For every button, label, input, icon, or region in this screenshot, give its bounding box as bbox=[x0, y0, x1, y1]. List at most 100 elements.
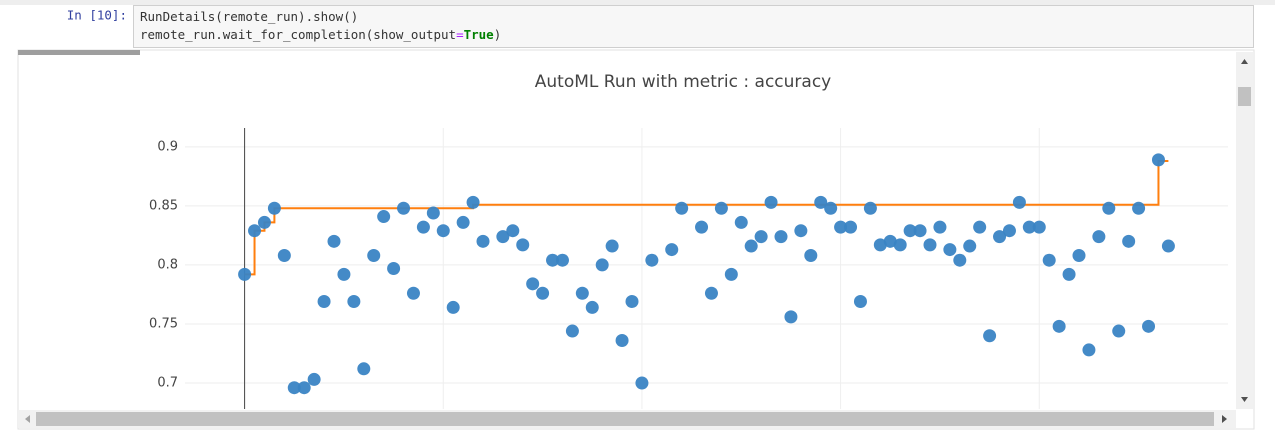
point bbox=[595, 258, 609, 272]
point bbox=[774, 230, 788, 244]
point bbox=[585, 300, 599, 314]
point bbox=[357, 362, 371, 376]
point bbox=[347, 295, 361, 309]
point bbox=[1112, 324, 1126, 338]
code-token: remote_run.wait_for_completion(show_outp… bbox=[140, 27, 456, 42]
point bbox=[1132, 201, 1146, 215]
point bbox=[724, 267, 738, 281]
point bbox=[426, 206, 440, 220]
point bbox=[873, 238, 887, 252]
point bbox=[476, 234, 490, 248]
point bbox=[645, 253, 659, 267]
point bbox=[555, 253, 569, 267]
point bbox=[824, 201, 838, 215]
point bbox=[1042, 253, 1056, 267]
point bbox=[844, 220, 858, 234]
scroll-up[interactable] bbox=[1241, 59, 1248, 64]
output-frame bbox=[17, 49, 1255, 430]
point bbox=[923, 238, 937, 252]
point bbox=[496, 230, 510, 244]
y-tick-label: 0.85 bbox=[149, 198, 178, 213]
point bbox=[863, 201, 877, 215]
point bbox=[456, 215, 470, 229]
point bbox=[625, 295, 639, 309]
point bbox=[834, 220, 848, 234]
point bbox=[714, 201, 728, 215]
point bbox=[1151, 153, 1165, 167]
point bbox=[267, 201, 281, 215]
scroll-down[interactable] bbox=[1241, 397, 1248, 402]
point bbox=[605, 239, 619, 253]
point bbox=[516, 238, 530, 252]
top-bar bbox=[0, 0, 1275, 5]
code-token: RunDetails(remote_run).show() bbox=[140, 9, 358, 24]
h-scroll-thumb[interactable] bbox=[36, 412, 1214, 426]
point bbox=[307, 372, 321, 386]
point bbox=[973, 220, 987, 234]
point bbox=[704, 286, 718, 300]
y-tick-label: 0.75 bbox=[149, 316, 178, 331]
point bbox=[883, 234, 897, 248]
point bbox=[287, 381, 301, 395]
point bbox=[257, 215, 271, 229]
point bbox=[1122, 234, 1136, 248]
point bbox=[297, 381, 311, 395]
v-scrollbar[interactable] bbox=[1236, 52, 1253, 409]
chart-title: AutoML Run with metric : accuracy bbox=[535, 72, 831, 92]
point bbox=[277, 248, 291, 262]
point bbox=[675, 201, 689, 215]
output-shadow bbox=[18, 50, 140, 55]
plot: AutoML Run with metric : accuracy 0.7 0.7… bbox=[149, 72, 1228, 409]
point bbox=[794, 224, 808, 238]
code-token: True bbox=[464, 27, 495, 42]
point bbox=[1092, 230, 1106, 244]
point bbox=[853, 295, 867, 309]
point bbox=[963, 239, 977, 253]
point bbox=[1102, 201, 1116, 215]
point bbox=[784, 310, 798, 324]
point bbox=[1032, 220, 1046, 234]
scroll-left[interactable] bbox=[25, 415, 30, 423]
scroll-right[interactable] bbox=[1222, 415, 1227, 423]
point bbox=[1012, 195, 1026, 209]
point bbox=[1062, 267, 1076, 281]
point bbox=[933, 220, 947, 234]
point bbox=[943, 243, 957, 257]
point bbox=[387, 261, 401, 275]
point bbox=[913, 224, 927, 238]
point bbox=[1022, 220, 1036, 234]
y-tick-label: 0.7 bbox=[157, 375, 178, 390]
point bbox=[893, 238, 907, 252]
v-scroll-thumb[interactable] bbox=[1238, 87, 1251, 106]
code-line: RunDetails(remote_run).show() bbox=[140, 9, 358, 24]
point bbox=[397, 201, 411, 215]
point bbox=[814, 195, 828, 209]
y-tick-label: 0.8 bbox=[157, 257, 178, 272]
point bbox=[327, 234, 341, 248]
point bbox=[903, 224, 917, 238]
point bbox=[367, 248, 381, 262]
point bbox=[565, 324, 579, 338]
point bbox=[1002, 224, 1016, 238]
point bbox=[317, 295, 331, 309]
point bbox=[764, 195, 778, 209]
code-box[interactable] bbox=[133, 5, 1254, 48]
point bbox=[238, 267, 252, 281]
point bbox=[546, 253, 560, 267]
cell-prompt: In [10]: bbox=[67, 8, 127, 23]
point bbox=[804, 248, 818, 262]
point bbox=[734, 215, 748, 229]
y-tick-label: 0.9 bbox=[157, 139, 178, 154]
point bbox=[953, 253, 967, 267]
point bbox=[248, 224, 262, 238]
code: RunDetails(remote_run).show() remote_run.… bbox=[140, 9, 501, 42]
point bbox=[635, 376, 649, 390]
point bbox=[466, 195, 480, 209]
point bbox=[506, 224, 520, 238]
point bbox=[406, 286, 420, 300]
point bbox=[526, 277, 540, 291]
point bbox=[695, 220, 709, 234]
code-token: = bbox=[456, 27, 464, 42]
point bbox=[575, 286, 589, 300]
